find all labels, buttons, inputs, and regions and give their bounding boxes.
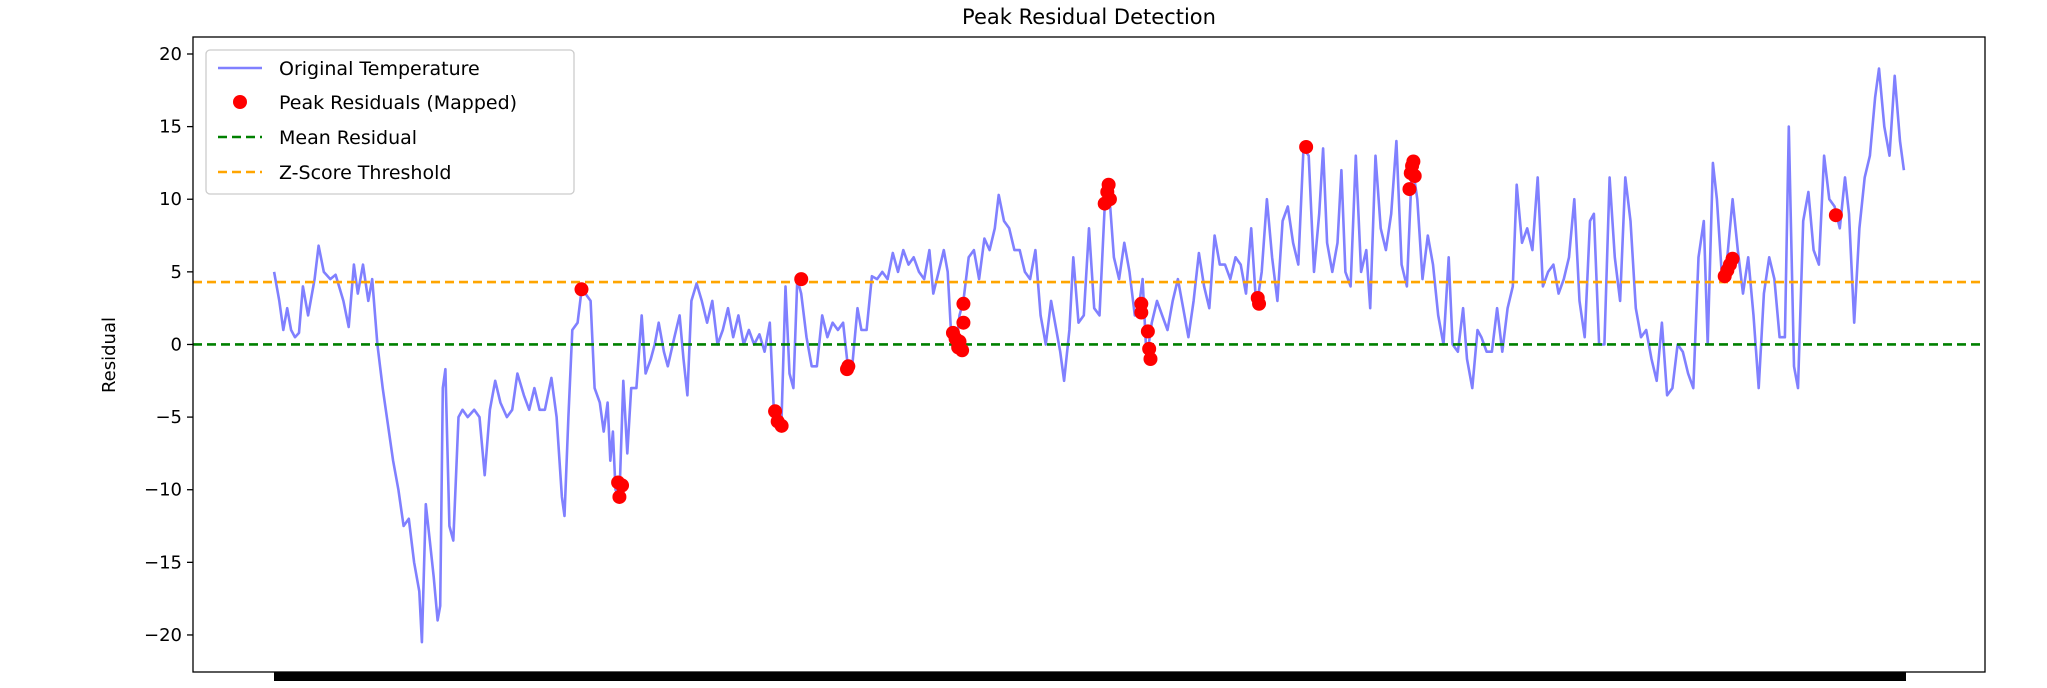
peak-residual-point: [1134, 305, 1149, 320]
peak-residual-point: [841, 359, 856, 374]
plot-area: [193, 67, 1985, 644]
peak-residual-point: [1299, 139, 1314, 154]
peak-residual-point: [1140, 324, 1155, 339]
peak-residual-point: [1402, 182, 1417, 197]
peak-residual-point: [1725, 251, 1740, 266]
peak-residual-point: [955, 343, 970, 358]
y-tick-label: −10: [144, 480, 182, 501]
y-tick-label: 15: [159, 117, 182, 138]
temperature-line: [272, 67, 1906, 644]
y-tick-label: −15: [144, 552, 182, 573]
y-axis: −20 −15 −10 −5 0 5 10 15 20: [144, 44, 193, 646]
peak-residual-point: [612, 489, 627, 504]
legend-label: Mean Residual: [279, 127, 417, 149]
peak-residual-point: [1142, 341, 1157, 356]
peak-residual-point: [1828, 208, 1843, 223]
chart-title: Peak Residual Detection: [962, 5, 1216, 29]
y-axis-label: Residual: [99, 317, 120, 393]
axes-frame: [192, 36, 1986, 673]
legend: Original Temperature Peak Residuals (Map…: [205, 49, 575, 195]
peak-residual-point: [574, 282, 589, 297]
peak-residual-point: [956, 296, 971, 311]
y-tick-label: 5: [171, 262, 182, 283]
peak-residual-point: [774, 418, 789, 433]
peak-residual-point: [1143, 352, 1158, 367]
legend-label: Z-Score Threshold: [279, 162, 451, 184]
peak-residual-point: [1102, 192, 1117, 207]
legend-label: Peak Residuals (Mapped): [279, 92, 517, 114]
y-tick-label: −5: [155, 407, 182, 428]
y-tick-label: 10: [159, 189, 182, 210]
peak-residual-point: [956, 315, 971, 330]
legend-label: Original Temperature: [279, 58, 480, 80]
x-tick-marks: [274, 672, 1906, 681]
legend-swatch-marker: [233, 95, 247, 109]
y-tick-label: −20: [144, 625, 182, 646]
peak-residual-point: [615, 478, 630, 493]
y-tick-label: 0: [171, 334, 182, 355]
peak-residual-point: [794, 272, 809, 287]
peak-residual-point: [1406, 154, 1421, 169]
peak-residual-point: [1252, 296, 1267, 311]
legend-box: [205, 49, 575, 195]
peak-residual-point: [1407, 168, 1422, 183]
peak-residual-point: [1101, 177, 1116, 192]
y-tick-label: 20: [159, 44, 182, 65]
